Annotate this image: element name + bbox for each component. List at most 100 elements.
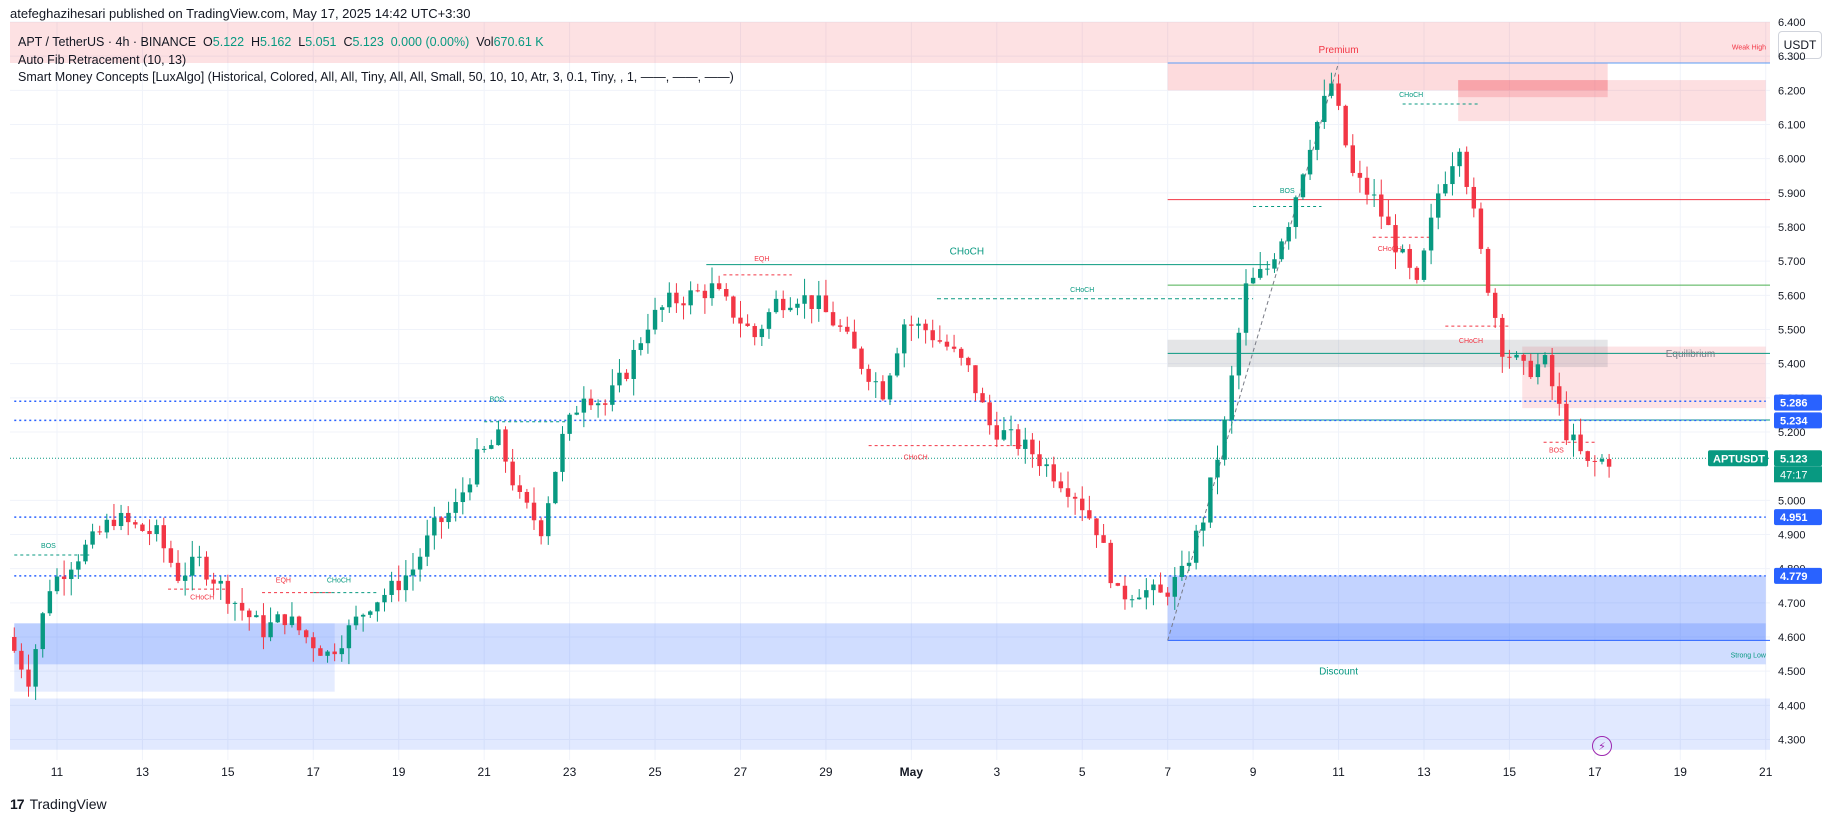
bottom-blue-zone <box>10 698 1770 750</box>
candle-body <box>332 651 337 655</box>
candle-body <box>731 296 736 318</box>
candle-body <box>1101 535 1106 543</box>
indicator-fib[interactable]: Auto Fib Retracement (10, 13) <box>18 52 187 67</box>
candle-body <box>894 353 900 376</box>
candle-body <box>275 614 280 623</box>
time-tick-label: 15 <box>221 765 235 779</box>
price-badge <box>1774 450 1822 467</box>
supply-block <box>1458 80 1766 122</box>
candle-body <box>966 357 971 366</box>
candle-body <box>239 602 245 611</box>
candle-body <box>709 283 715 299</box>
candle-body <box>325 651 330 656</box>
candle-body <box>1065 488 1071 497</box>
candle-body <box>830 312 836 326</box>
candle-body <box>1222 419 1227 460</box>
candle-body <box>1008 429 1014 431</box>
candle-body <box>26 669 31 687</box>
low-label: L <box>298 35 306 49</box>
candle-body <box>197 556 202 558</box>
candle-body <box>211 579 216 584</box>
currency-button[interactable]: USDT <box>1778 31 1822 59</box>
annotation-label: CHoCH <box>327 577 351 584</box>
candle-body <box>987 402 992 426</box>
price-tick-label: 4.700 <box>1778 598 1806 610</box>
open-value: 5.122 <box>212 35 245 49</box>
candle-body <box>1350 145 1355 173</box>
candle-body <box>1549 355 1555 387</box>
annotation-label: CHoCH <box>950 246 984 257</box>
candle-body <box>823 295 829 313</box>
candle-body <box>1371 194 1377 196</box>
discount-label: Discount <box>1319 667 1358 678</box>
candle-body <box>1144 590 1149 598</box>
candle-body <box>688 290 693 306</box>
candle-body <box>852 331 857 349</box>
candle-body <box>1044 464 1049 467</box>
candle-body <box>645 329 651 344</box>
candle-body <box>738 317 743 324</box>
lightning-icon[interactable]: ⚡ <box>1592 736 1612 756</box>
candle-body <box>69 569 74 580</box>
candle-body <box>1208 477 1213 523</box>
candle-body <box>161 525 166 549</box>
candle-body <box>503 429 508 462</box>
candle-body <box>538 520 544 537</box>
price-badge-label: 4.779 <box>1780 571 1808 583</box>
countdown-label: 47:17 <box>1780 469 1808 481</box>
candle-body <box>1393 225 1398 253</box>
candle-body <box>909 324 914 326</box>
volume-label: Vol <box>476 35 494 49</box>
annotation-label: BOS <box>1280 188 1295 195</box>
candle-body <box>887 375 893 400</box>
time-tick-label: 29 <box>819 765 833 779</box>
equilibrium-label: Equilibrium <box>1666 349 1715 360</box>
candle-body <box>410 569 416 576</box>
candle-body <box>1307 149 1313 175</box>
candle-body <box>1436 193 1441 218</box>
time-tick-label: 17 <box>1588 765 1602 779</box>
candle-body <box>154 525 159 535</box>
tradingview-footer[interactable]: 17 TradingView <box>10 796 107 812</box>
candle-body <box>780 298 786 311</box>
candle-body <box>809 295 814 309</box>
time-tick-label: 25 <box>648 765 662 779</box>
volume-value: 670.61 K <box>493 35 544 49</box>
candle-body <box>1193 530 1199 563</box>
candle-body <box>396 580 401 591</box>
candle-body <box>1201 522 1206 531</box>
candle-body <box>916 323 921 326</box>
candle-body <box>681 303 686 306</box>
candle-body <box>581 398 587 413</box>
candle-body <box>218 580 223 584</box>
symbol-label[interactable]: APT / TetherUS · 4h · BINANCE <box>18 35 197 49</box>
candle-body <box>531 502 537 521</box>
candle-body <box>546 503 551 537</box>
candle-body <box>439 517 444 523</box>
publish-line: atefeghazihesari published on TradingVie… <box>10 6 471 21</box>
candle-body <box>97 531 102 533</box>
candle-body <box>1136 597 1142 600</box>
candle-body <box>1557 386 1562 404</box>
candle-body <box>1080 498 1085 511</box>
candle-body <box>617 372 622 386</box>
time-tick-label: 11 <box>51 765 64 779</box>
demand-block-left <box>14 623 335 692</box>
candle-body <box>1151 584 1156 591</box>
candle-body <box>1521 354 1526 361</box>
open-label: O <box>203 35 213 49</box>
candle-body <box>695 290 700 292</box>
candle-body <box>168 548 174 563</box>
candle-body <box>481 448 487 450</box>
time-tick-label: 3 <box>993 765 1000 779</box>
candle-body <box>1115 583 1121 586</box>
candle-body <box>1172 577 1177 597</box>
candle-body <box>1229 375 1234 420</box>
candle-body <box>247 610 252 618</box>
candle-body <box>147 530 152 535</box>
candle-body <box>1129 599 1135 601</box>
indicator-smc[interactable]: Smart Money Concepts [LuxAlgo] (Historic… <box>18 70 734 84</box>
candle-body <box>33 649 38 687</box>
candle-body <box>745 323 750 327</box>
